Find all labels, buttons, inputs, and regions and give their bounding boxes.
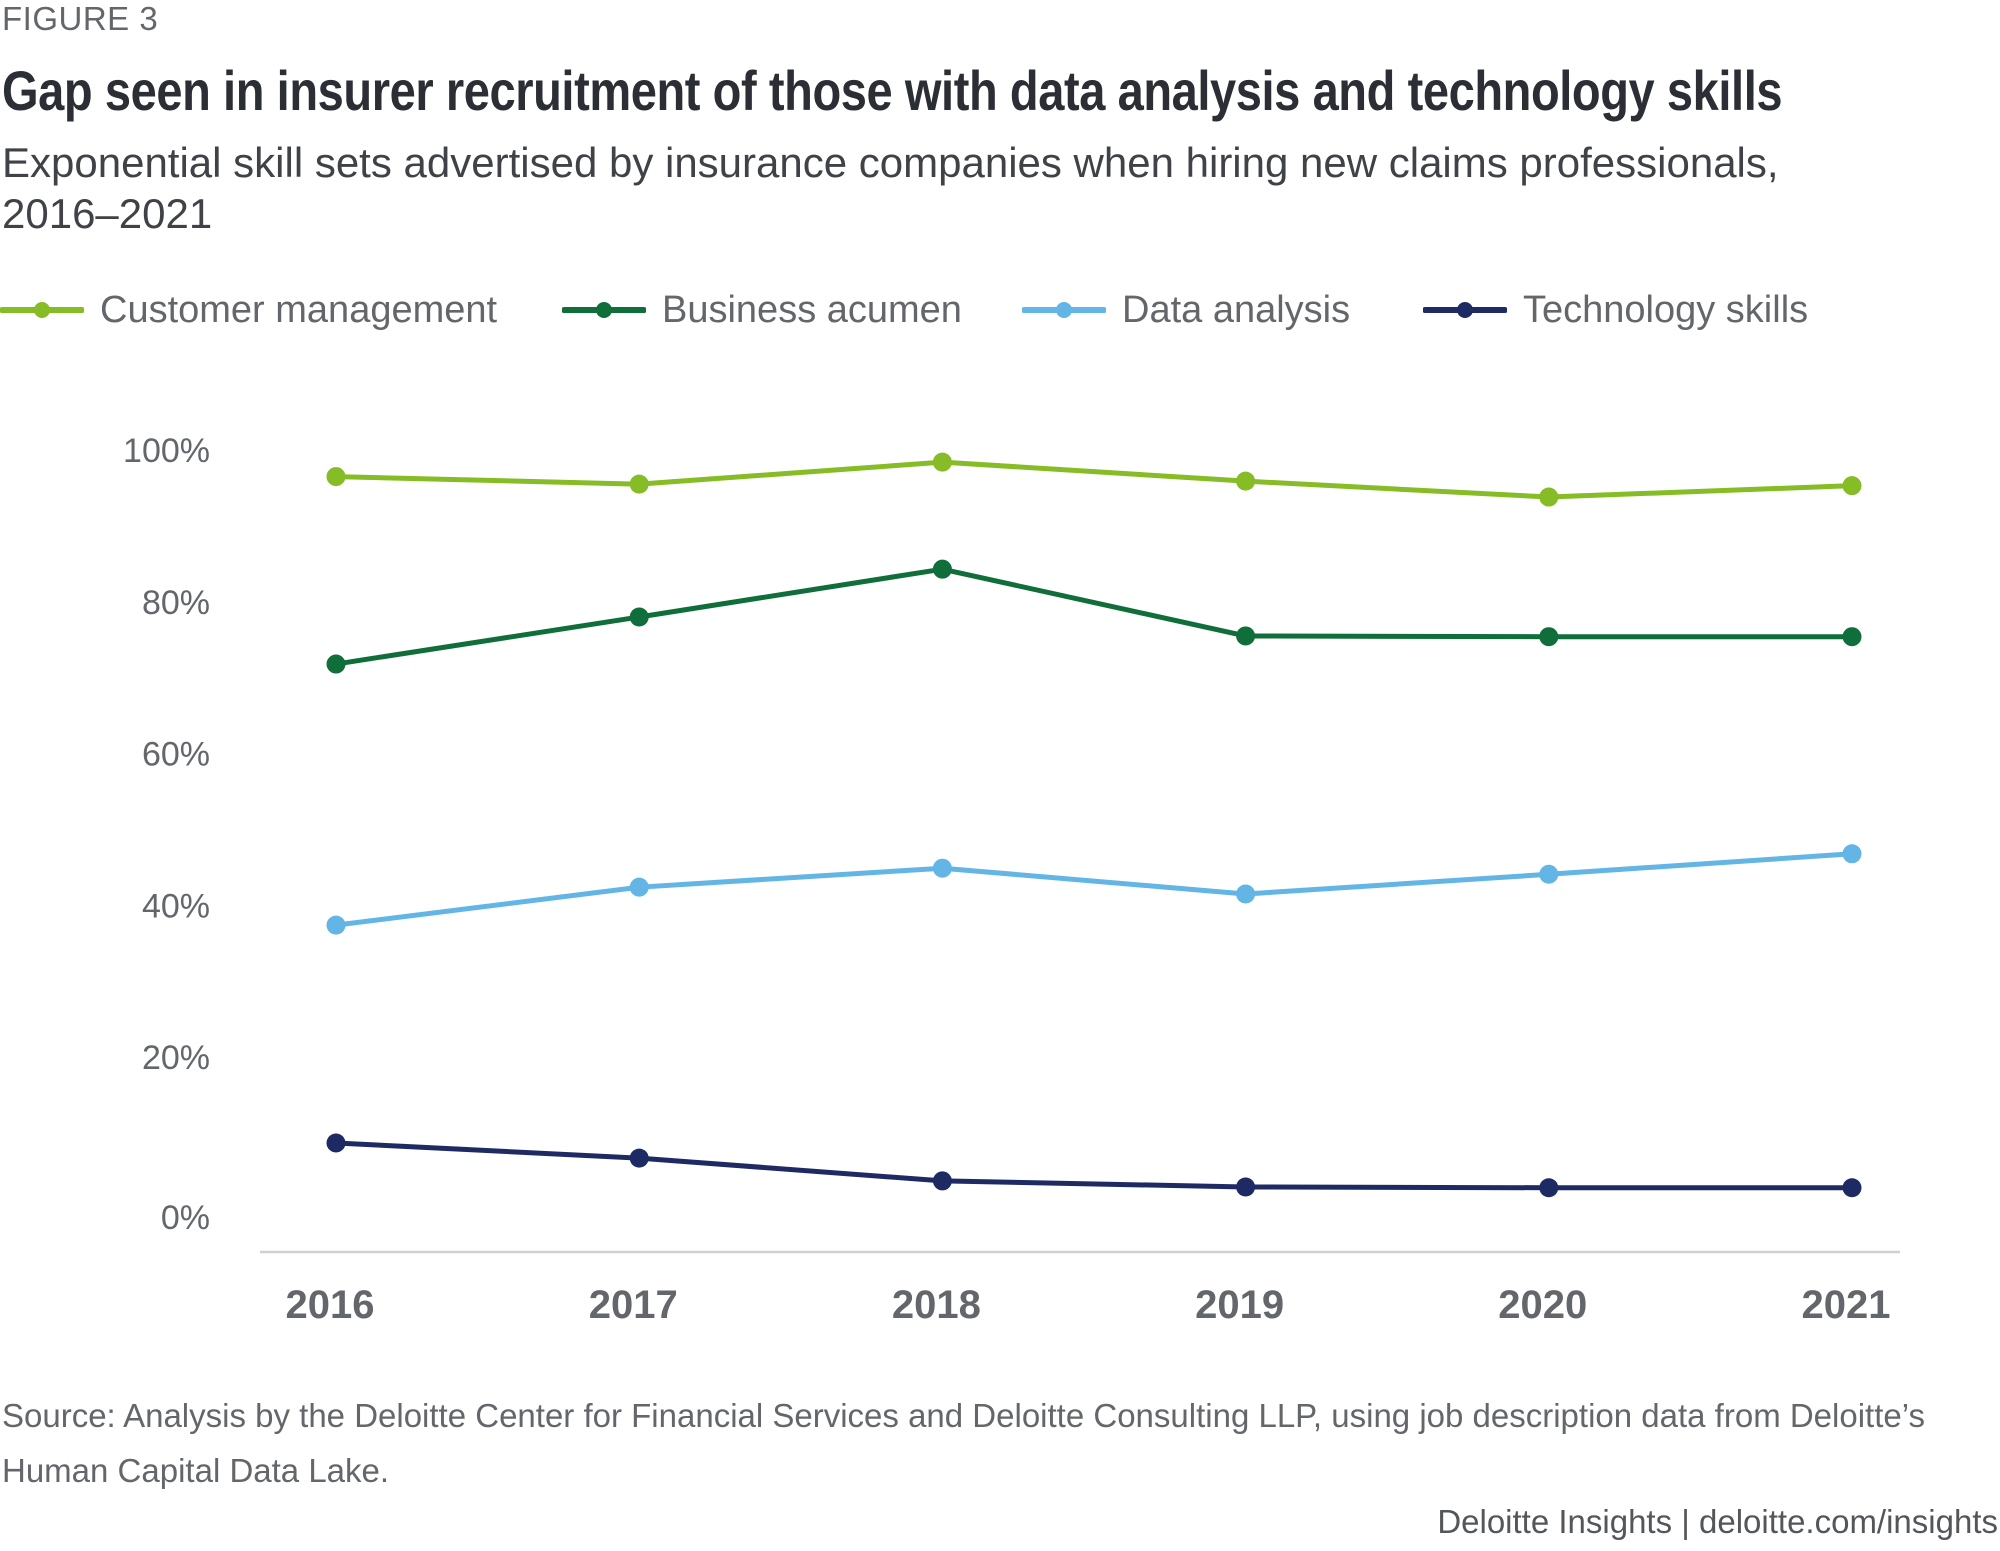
series-points [326,452,1862,1198]
x-tick-label: 2018 [892,1283,981,1327]
legend-item-data-analysis: Data analysis [1022,285,1350,335]
chart-title: Gap seen in insurer recruitment of those… [2,59,1783,122]
series-line-technology-skills [335,1140,1852,1191]
data-point-customer-management-2018 [932,452,952,472]
legend-item-business-acumen: Business acumen [562,285,962,335]
y-axis-ticks: 0% 20% 40% 60% 80% 100% [123,432,210,1237]
data-point-data-analysis-2017 [629,877,649,897]
data-point-technology-skills-2021 [1842,1178,1862,1198]
x-tick-label: 2017 [589,1283,678,1327]
x-tick-label: 2016 [286,1283,375,1327]
legend-label: Customer management [100,288,498,331]
data-point-business-acumen-2020 [1539,627,1559,647]
data-point-customer-management-2021 [1842,476,1862,496]
y-tick-label: 80% [142,584,210,622]
chart-subtitle: Exponential skill sets advertised by ins… [2,139,1779,237]
data-point-technology-skills-2020 [1539,1178,1559,1198]
data-point-business-acumen-2019 [1236,626,1256,646]
y-tick-label: 60% [142,736,210,774]
data-point-technology-skills-2019 [1236,1177,1256,1197]
data-point-technology-skills-2016 [326,1133,346,1153]
data-point-customer-management-2020 [1539,487,1559,507]
y-tick-label: 0% [161,1199,210,1237]
legend-label: Technology skills [1523,288,1809,331]
x-tick-label: 2019 [1195,1283,1284,1327]
series-line-business-acumen [335,566,1852,667]
data-point-business-acumen-2016 [326,654,346,674]
data-point-data-analysis-2020 [1539,864,1559,884]
data-point-business-acumen-2018 [932,559,952,579]
legend-line-marker-icon [1423,302,1507,318]
x-axis-ticks: 2016 2017 2018 2019 2020 2021 [286,1283,1891,1327]
figure-label: FIGURE 3 [2,0,159,37]
series-line-customer-management [335,459,1853,500]
credit-line: Deloitte Insights | deloitte.com/insight… [1437,1503,1998,1540]
data-point-business-acumen-2017 [629,607,649,627]
legend-label: Business acumen [662,288,962,331]
legend-label: Data analysis [1122,288,1351,331]
data-point-business-acumen-2021 [1842,627,1862,647]
source-note: Source: Analysis by the Deloitte Center … [2,1397,1925,1489]
data-point-data-analysis-2016 [326,915,346,935]
y-tick-label: 20% [142,1039,210,1077]
data-point-technology-skills-2018 [932,1171,952,1191]
legend-item-customer-management: Customer management [0,285,497,335]
legend-line-marker-icon [1022,302,1106,318]
y-tick-label: 40% [142,887,210,925]
data-point-data-analysis-2021 [1842,844,1862,864]
data-point-data-analysis-2018 [932,858,952,878]
data-point-customer-management-2017 [629,474,649,494]
data-point-customer-management-2016 [326,467,346,487]
data-point-technology-skills-2017 [629,1148,649,1168]
data-point-data-analysis-2019 [1236,884,1256,904]
series-line-data-analysis [335,851,1853,928]
legend-line-marker-icon [0,302,84,318]
data-point-customer-management-2019 [1236,471,1256,491]
y-tick-label: 100% [123,432,210,470]
x-tick-label: 2021 [1802,1283,1891,1327]
series-lines [335,459,1853,1191]
legend-item-technology-skills: Technology skills [1423,285,1808,335]
legend-line-marker-icon [562,302,646,318]
x-tick-label: 2020 [1498,1283,1587,1327]
